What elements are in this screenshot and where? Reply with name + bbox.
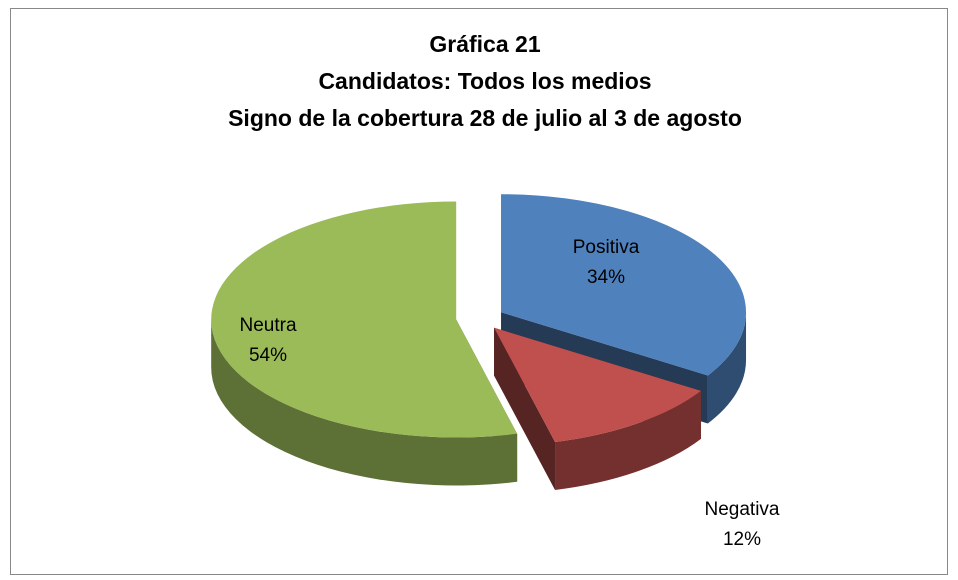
slice-side bbox=[555, 390, 701, 491]
pie bbox=[211, 194, 747, 491]
slice bbox=[501, 194, 747, 376]
slice-value-label: 54% bbox=[249, 345, 287, 366]
slice-cut-face bbox=[494, 327, 556, 491]
slice-label: Neutra bbox=[239, 315, 296, 336]
slice-value-label: 34% bbox=[587, 267, 625, 288]
slice bbox=[494, 327, 701, 443]
slice-value-label: 12% bbox=[723, 529, 761, 550]
slice-label: Positiva bbox=[573, 237, 640, 258]
slice bbox=[211, 201, 518, 438]
chart-title: Signo de la cobertura 28 de julio al 3 d… bbox=[228, 105, 742, 131]
chart-title: Candidatos: Todos los medios bbox=[318, 68, 651, 94]
slice-side bbox=[707, 312, 747, 424]
chart-title: Gráfica 21 bbox=[429, 31, 540, 57]
slice-side bbox=[211, 319, 518, 486]
slice-label: Negativa bbox=[705, 499, 780, 520]
